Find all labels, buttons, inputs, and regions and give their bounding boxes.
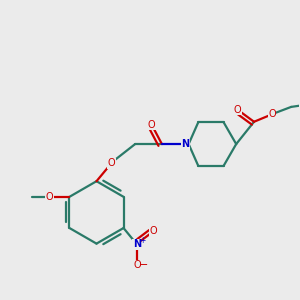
Text: O: O xyxy=(107,158,115,168)
Text: O: O xyxy=(46,192,53,202)
Text: O: O xyxy=(133,260,141,270)
Text: −: − xyxy=(139,260,148,270)
Text: O: O xyxy=(149,226,157,236)
Text: O: O xyxy=(148,120,155,130)
Text: N: N xyxy=(182,139,190,149)
Text: +: + xyxy=(139,236,145,245)
Text: O: O xyxy=(268,109,276,119)
Text: O: O xyxy=(234,105,242,115)
Text: N: N xyxy=(133,239,141,249)
